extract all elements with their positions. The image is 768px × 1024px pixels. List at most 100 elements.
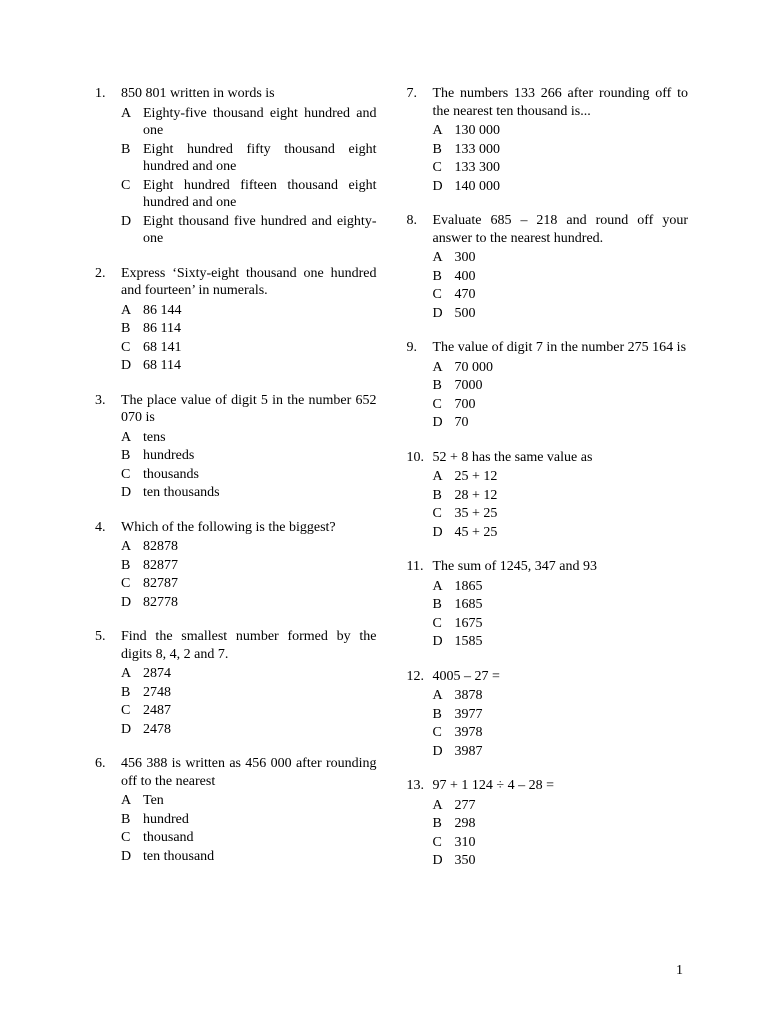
choice: B82877: [121, 557, 377, 575]
choice: CEight hundred fifteen thousand eight hu…: [121, 177, 377, 212]
choice-text: 1585: [455, 633, 689, 651]
choice: A130 000: [433, 122, 689, 140]
choice-letter: A: [121, 792, 143, 810]
question: 1.850 801 written in words isAEighty-fiv…: [95, 85, 377, 249]
choice-letter: A: [121, 429, 143, 447]
choice-letter: C: [433, 396, 455, 414]
question: 7.The numbers 133 266 after rounding off…: [407, 85, 689, 196]
choice-text: 2874: [143, 665, 377, 683]
question-number: 3.: [95, 392, 121, 503]
choice-letter: A: [433, 797, 455, 815]
choice: D3987: [433, 743, 689, 761]
choice-text: ten thousands: [143, 484, 377, 502]
choice-text: 300: [455, 249, 689, 267]
choice: A70 000: [433, 359, 689, 377]
choice-text: 1865: [455, 578, 689, 596]
question-number: 6.: [95, 755, 121, 866]
question-number: 4.: [95, 519, 121, 613]
choice: C133 300: [433, 159, 689, 177]
choice-text: 3878: [455, 687, 689, 705]
choice-text: 82877: [143, 557, 377, 575]
choice: Bhundreds: [121, 447, 377, 465]
choice: D140 000: [433, 178, 689, 196]
question-body: 52 + 8 has the same value asA25 + 12B28 …: [433, 449, 689, 543]
question-stem: Express ‘Sixty-eight thousand one hundre…: [121, 265, 377, 300]
choices: AtensBhundredsCthousandsDten thousands: [121, 429, 377, 502]
choice: C35 + 25: [433, 505, 689, 523]
question-stem: 456 388 is written as 456 000 after roun…: [121, 755, 377, 790]
choices: A82878B82877C82787D82778: [121, 538, 377, 611]
choice-letter: B: [433, 487, 455, 505]
question-body: The value of digit 7 in the number 275 1…: [433, 339, 689, 433]
choice-letter: D: [433, 852, 455, 870]
choice-text: 35 + 25: [455, 505, 689, 523]
question-body: 850 801 written in words isAEighty-five …: [121, 85, 377, 249]
choice: C310: [433, 834, 689, 852]
left-column: 1.850 801 written in words isAEighty-fiv…: [95, 85, 377, 887]
choice-letter: C: [121, 575, 143, 593]
question: 3.The place value of digit 5 in the numb…: [95, 392, 377, 503]
choices: A130 000B133 000C133 300D140 000: [433, 122, 689, 195]
choice: C700: [433, 396, 689, 414]
choice-text: 277: [455, 797, 689, 815]
choice-text: 2487: [143, 702, 377, 720]
choice: AEighty-five thousand eight hundred and …: [121, 105, 377, 140]
question-number: 1.: [95, 85, 121, 249]
choice-text: 2748: [143, 684, 377, 702]
choices: ATenBhundredCthousandDten thousand: [121, 792, 377, 865]
choice-text: Ten: [143, 792, 377, 810]
choice-text: 2478: [143, 721, 377, 739]
choice-text: 400: [455, 268, 689, 286]
choice: Dten thousand: [121, 848, 377, 866]
choice: A277: [433, 797, 689, 815]
choice-letter: A: [433, 359, 455, 377]
choice: B7000: [433, 377, 689, 395]
choice-letter: A: [121, 538, 143, 556]
choices: A1865B1685C1675D1585: [433, 578, 689, 651]
choice: Cthousands: [121, 466, 377, 484]
question-body: Express ‘Sixty-eight thousand one hundre…: [121, 265, 377, 376]
choice-letter: B: [121, 811, 143, 829]
choice-text: 130 000: [455, 122, 689, 140]
choice-letter: D: [433, 305, 455, 323]
choice-text: 70: [455, 414, 689, 432]
choice: A2874: [121, 665, 377, 683]
choice-letter: A: [433, 578, 455, 596]
question-body: The sum of 1245, 347 and 93A1865B1685C16…: [433, 558, 689, 652]
choice-letter: B: [433, 596, 455, 614]
question: 13.97 + 1 124 ÷ 4 – 28 =A277B298C310D350: [407, 777, 689, 871]
choice-text: 133 300: [455, 159, 689, 177]
question-body: The numbers 133 266 after rounding off t…: [433, 85, 689, 196]
choice-letter: B: [433, 377, 455, 395]
choice-letter: A: [433, 249, 455, 267]
choice-text: Eight hundred fifty thousand eight hundr…: [143, 141, 377, 176]
choice-letter: B: [433, 268, 455, 286]
choice-letter: C: [121, 829, 143, 847]
choice-text: hundreds: [143, 447, 377, 465]
choice: D70: [433, 414, 689, 432]
choice-letter: A: [121, 665, 143, 683]
question-number: 10.: [407, 449, 433, 543]
choice-letter: D: [433, 633, 455, 651]
question-number: 9.: [407, 339, 433, 433]
choice-letter: C: [121, 702, 143, 720]
choice-letter: A: [121, 302, 143, 320]
question: 4.Which of the following is the biggest?…: [95, 519, 377, 613]
choice-text: Eight hundred fifteen thousand eight hun…: [143, 177, 377, 212]
choice: D2478: [121, 721, 377, 739]
choice-letter: D: [433, 178, 455, 196]
choice: D68 114: [121, 357, 377, 375]
choices: A2874B2748C2487D2478: [121, 665, 377, 738]
choice: D500: [433, 305, 689, 323]
choice-letter: A: [433, 468, 455, 486]
choice: A86 144: [121, 302, 377, 320]
choice: A300: [433, 249, 689, 267]
question-stem: 4005 – 27 =: [433, 668, 689, 686]
choice-letter: D: [121, 213, 143, 248]
choices: A70 000B7000C700D70: [433, 359, 689, 432]
choice-text: 82787: [143, 575, 377, 593]
question-body: Find the smallest number formed by the d…: [121, 628, 377, 739]
choices: A277B298C310D350: [433, 797, 689, 870]
choice-text: 140 000: [455, 178, 689, 196]
page-number: 1: [676, 963, 683, 979]
